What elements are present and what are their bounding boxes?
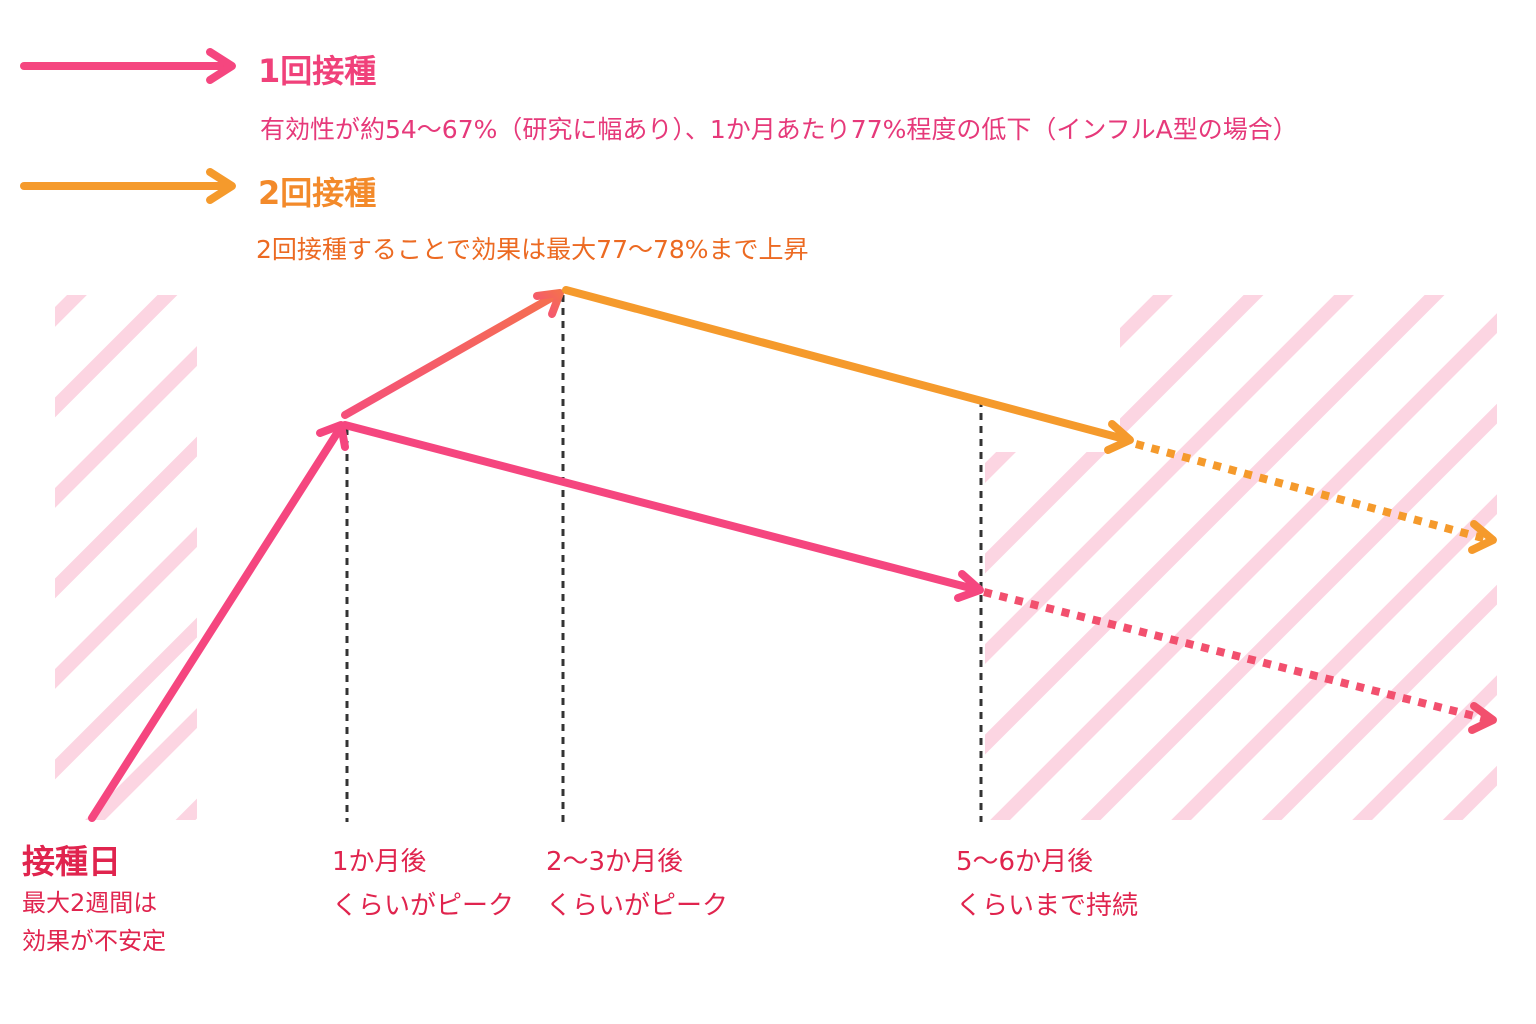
timeline-title: 接種日 [22, 842, 121, 881]
unstable-period-hatch [55, 295, 197, 820]
legend-description-2-dose: 2回接種することで効果は最大77〜78%まで上昇 [256, 235, 809, 264]
timeline-note: くらいまで持続 [956, 891, 1139, 921]
timeline-title: 2〜3か月後 [546, 847, 684, 877]
line-2-dose-projection [1134, 440, 1497, 554]
legend-description-1-dose: 有効性が約54〜67%（研究に幅あり）、1か月あたり77%程度の低下（インフルA… [260, 115, 1298, 144]
line-1-dose-projection [983, 588, 1497, 734]
timeline-note: くらいがピーク [546, 891, 729, 921]
timeline-label-vaccination-day: 接種日 最大2週間は 効果が不安定 [22, 840, 166, 960]
timeline-label-5-6-months: 5〜6か月後 くらいまで持続 [956, 840, 1138, 928]
legend-arrow-2-dose [20, 168, 236, 204]
legend-title-2-dose: 2回接種 [258, 174, 377, 212]
timeline-title: 1か月後 [332, 847, 427, 877]
line-2-dose-decline [562, 286, 1134, 454]
timeline-note: 効果が不安定 [22, 927, 166, 955]
timeline-title: 5〜6か月後 [956, 847, 1094, 877]
timeline-note: くらいがピーク [332, 891, 515, 921]
legend-arrow-1-dose [20, 48, 236, 84]
line-1-dose-decline [341, 421, 984, 602]
timeline-note: 最大2週間は [22, 889, 158, 917]
timeline-label-1-month: 1か月後 くらいがピーク [332, 840, 514, 928]
timeline-label-2-3-months: 2〜3か月後 くらいがピーク [546, 840, 728, 928]
legend-title-1-dose: 1回接種 [258, 52, 377, 90]
waning-period-hatch [985, 295, 1497, 820]
line-2-dose-rise [341, 289, 564, 419]
